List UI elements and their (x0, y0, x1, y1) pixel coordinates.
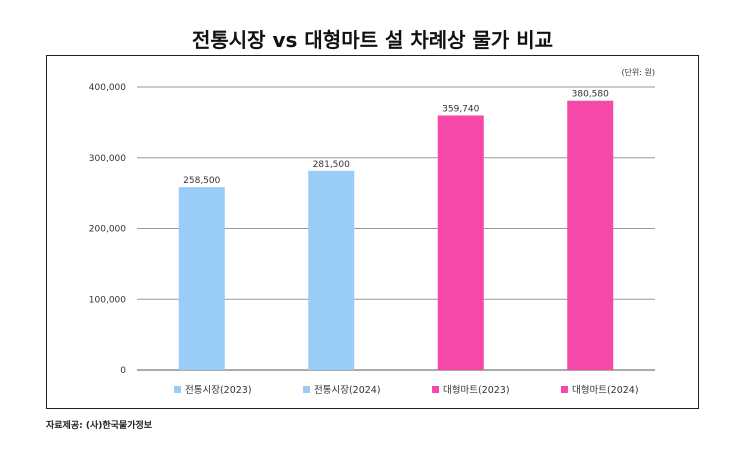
chart-title: 전통시장 vs 대형마트 설 차례상 물가 비교 (191, 28, 554, 52)
legend-swatch (174, 386, 181, 393)
unit-note: (단위: 원) (621, 67, 655, 77)
data-label: 281,500 (313, 160, 350, 170)
y-tick-label: 400,000 (89, 83, 126, 93)
legend-swatch (432, 386, 439, 393)
legend-entry: 전통시장(2023) (185, 385, 252, 396)
data-label: 380,580 (572, 90, 609, 100)
legend-entry: 전통시장(2024) (314, 385, 381, 396)
bar (567, 100, 614, 370)
y-tick-label: 100,000 (89, 295, 126, 305)
bar (437, 115, 484, 370)
y-tick-label: 200,000 (89, 225, 126, 235)
data-label: 258,500 (183, 176, 220, 186)
legend-swatch (561, 386, 568, 393)
bar (308, 170, 355, 370)
chart-frame (46, 55, 699, 409)
y-tick-label: 300,000 (89, 154, 126, 164)
y-tick-label: 0 (120, 366, 126, 376)
legend-entry: 대형마트(2024) (572, 385, 639, 396)
data-label: 359,740 (442, 104, 479, 114)
legend-swatch (303, 386, 310, 393)
legend-entry: 대형마트(2023) (443, 385, 510, 396)
bar (178, 187, 225, 370)
source-note: 자료제공: (사)한국물가정보 (46, 421, 153, 431)
